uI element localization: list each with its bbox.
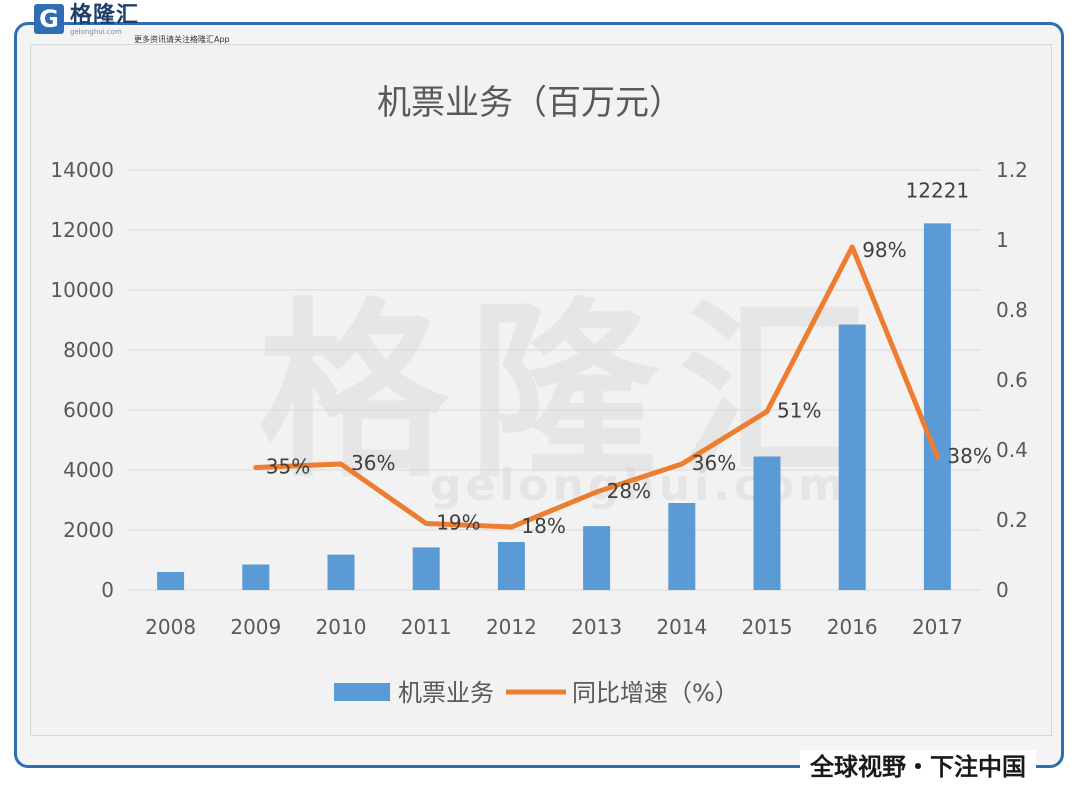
axis-ticks: 0 2000 4000 6000 8000 10000 12000 14000 0 0.2 0.4 0… [50, 158, 1027, 639]
x-tick-label: 2016 [827, 615, 878, 639]
bar [753, 456, 781, 590]
x-tick-label: 2017 [912, 615, 963, 639]
y-right-tick-label: 0.4 [996, 438, 1028, 462]
chart-panel [30, 44, 1052, 736]
y-left-tick-label: 10000 [50, 278, 114, 302]
line-data-label: 36% [692, 451, 736, 475]
y-right-tick-label: 1.2 [996, 158, 1028, 182]
bar [497, 542, 525, 590]
y-right-tick-label: 0.6 [996, 368, 1028, 392]
logo-domain: gelonghui.com [70, 28, 122, 36]
line-series [253, 244, 940, 530]
line-point [766, 411, 768, 412]
data-labels: 12221 35% 36% 19% 18% 28% 36% 51% 98% 38% [266, 178, 992, 538]
bar [157, 572, 185, 590]
line-data-label: 51% [777, 399, 821, 423]
logo-text-block: 格隆汇 gelonghui.com [70, 4, 139, 37]
line-point [681, 463, 683, 465]
y-left-tick-label: 4000 [63, 458, 114, 482]
x-tick-label: 2012 [486, 615, 537, 639]
line-point [510, 526, 512, 528]
y-left-tick-label: 2000 [63, 518, 114, 542]
line-data-label: 28% [607, 479, 651, 503]
x-tick-label: 2008 [145, 615, 196, 639]
y-left-tick-label: 12000 [50, 218, 114, 242]
x-tick-label: 2014 [656, 615, 707, 639]
bar [838, 324, 866, 590]
logo-icon: G [34, 4, 64, 34]
logo-name: 格隆汇 [70, 3, 140, 28]
y-left-tick-label: 8000 [63, 338, 114, 362]
line-data-label: 19% [436, 511, 480, 535]
bar [583, 526, 611, 590]
line-data-label: 18% [521, 514, 565, 538]
x-tick-label: 2010 [316, 615, 367, 639]
line-point [596, 491, 598, 493]
y-right-tick-label: 1 [996, 228, 1009, 252]
bar-series [157, 223, 951, 590]
chart-title: 机票业务（百万元） [377, 83, 683, 123]
bar [327, 554, 355, 590]
bar [242, 564, 270, 590]
line-data-label: 36% [351, 451, 395, 475]
line-data-label: 38% [947, 444, 991, 468]
bar [668, 503, 696, 590]
line-point [425, 523, 427, 524]
legend-bar-swatch [334, 683, 390, 701]
y-left-tick-label: 6000 [63, 398, 114, 422]
line-point [851, 246, 853, 248]
chart-legend: 机票业务 同比增速（%） [334, 679, 739, 707]
y-right-tick-label: 0 [996, 578, 1009, 602]
line-point [255, 467, 257, 468]
bar [923, 223, 951, 590]
y-right-tick-label: 0.8 [996, 298, 1028, 322]
bar [412, 547, 440, 590]
brand-logo: G 格隆汇 gelonghui.com [34, 4, 139, 44]
legend-line-label: 同比增速（%） [572, 679, 739, 707]
line-data-label: 35% [266, 455, 310, 479]
x-tick-label: 2013 [571, 615, 622, 639]
bar-data-label: 12221 [906, 178, 970, 202]
line-point [340, 463, 342, 465]
x-tick-label: 2011 [401, 615, 452, 639]
y-right-tick-label: 0.2 [996, 508, 1028, 532]
legend-bar-label: 机票业务 [398, 679, 494, 707]
y-left-tick-label: 0 [101, 578, 114, 602]
footer-slogan: 全球视野・下注中国 [800, 750, 1036, 784]
growth-line [253, 244, 940, 530]
y-left-tick-label: 14000 [50, 158, 114, 182]
line-data-label: 98% [862, 238, 906, 262]
logo-tagline: 更多资讯请关注格隆汇App [134, 35, 230, 44]
x-tick-label: 2015 [742, 615, 793, 639]
gridlines [128, 169, 980, 591]
line-point [936, 456, 938, 458]
x-tick-label: 2009 [230, 615, 281, 639]
